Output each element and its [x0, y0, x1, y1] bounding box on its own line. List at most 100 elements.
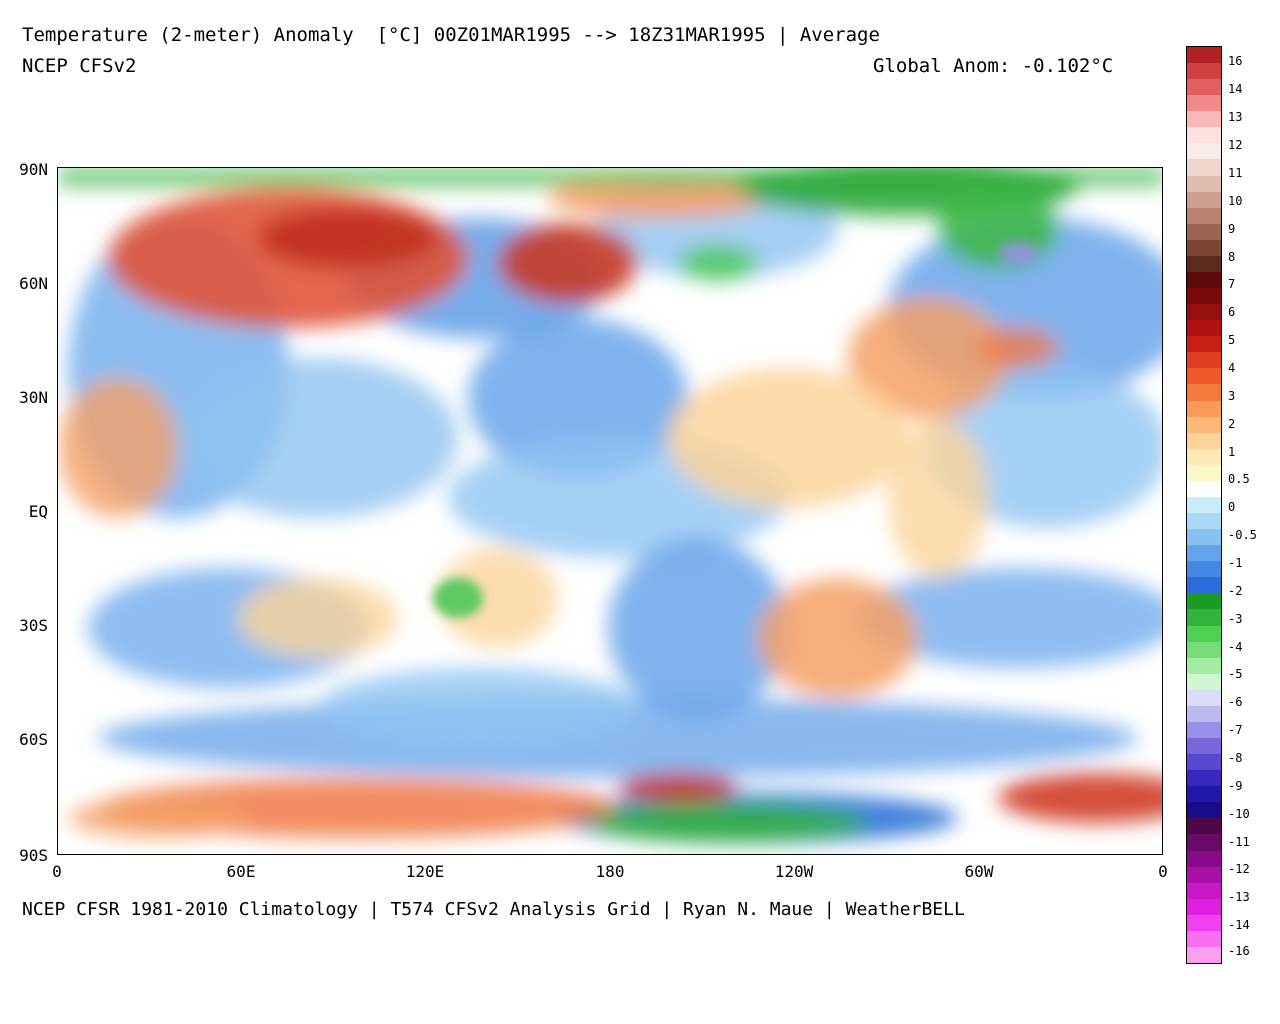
anomaly-map: [57, 167, 1163, 855]
footer-credits: NCEP CFSR 1981-2010 Climatology | T574 C…: [22, 899, 965, 920]
legend-label: 1: [1228, 445, 1236, 459]
legend-swatch: [1187, 866, 1221, 884]
legend-swatch: [1187, 480, 1221, 498]
legend-swatch: [1187, 786, 1221, 803]
legend-swatch: [1187, 561, 1221, 578]
legend-swatch: [1187, 529, 1221, 546]
legend-label: 6: [1228, 305, 1236, 319]
legend-swatch: [1187, 834, 1221, 851]
legend-label: -7: [1228, 723, 1243, 737]
legend-swatch: [1187, 898, 1221, 916]
legend-swatch: [1187, 513, 1221, 530]
legend-swatch: [1187, 641, 1221, 659]
legend-swatch: [1187, 159, 1221, 177]
legend-label: 14: [1228, 82, 1243, 96]
legend-swatch: [1187, 175, 1221, 193]
legend-swatch: [1187, 754, 1221, 771]
legend-swatch: [1187, 657, 1221, 675]
legend-label: 11: [1228, 166, 1243, 180]
legend-swatch: [1187, 593, 1221, 610]
lat-tick-30s: 30S: [19, 616, 48, 635]
legend-swatch: [1187, 95, 1221, 112]
legend-swatch: [1187, 384, 1221, 402]
legend-swatch: [1187, 255, 1221, 273]
legend-label: 10: [1228, 194, 1243, 208]
legend-label: -1: [1228, 556, 1243, 570]
legend-label: -0.5: [1228, 528, 1257, 542]
global-anomaly-label: Global Anom: -0.102°C: [873, 55, 1114, 77]
legend-swatch: [1187, 63, 1221, 80]
legend-label: 9: [1228, 222, 1236, 236]
lat-tick-eq: EQ: [28, 502, 48, 521]
legend-label: 7: [1228, 277, 1236, 291]
legend-label: -16: [1228, 944, 1250, 958]
legend-swatch: [1187, 336, 1221, 353]
lon-tick-60e: 60E: [226, 862, 256, 881]
legend-swatch: [1187, 464, 1221, 482]
legend-swatch: [1187, 448, 1221, 466]
lat-tick-60s: 60S: [19, 730, 48, 749]
map-title: Temperature (2-meter) Anomaly [°C] 00Z01…: [22, 24, 880, 46]
legend-swatch: [1187, 368, 1221, 385]
legend-label: -9: [1228, 779, 1243, 793]
legend-label: 2: [1228, 417, 1236, 431]
legend-label: -5: [1228, 667, 1243, 681]
legend-swatch: [1187, 320, 1221, 337]
legend-label: -2: [1228, 584, 1243, 598]
legend-label: -6: [1228, 695, 1243, 709]
legend-swatch: [1187, 304, 1221, 321]
lat-tick-60n: 60N: [19, 274, 48, 293]
legend-swatch: [1187, 609, 1221, 627]
legend-swatch: [1187, 850, 1221, 868]
legend-swatch: [1187, 673, 1221, 691]
legend-label: -11: [1228, 835, 1250, 849]
legend-swatch: [1187, 705, 1221, 723]
lat-tick-90n: 90N: [19, 160, 48, 179]
legend-label: 16: [1228, 54, 1243, 68]
legend-swatch: [1187, 432, 1221, 450]
legend-swatch: [1187, 914, 1221, 932]
lat-tick-30n: 30N: [19, 388, 48, 407]
legend-label: 12: [1228, 138, 1243, 152]
legend-swatch: [1187, 239, 1221, 257]
legend-swatch: [1187, 111, 1221, 128]
model-label: NCEP CFSv2: [22, 55, 137, 77]
color-scale-legend: [1186, 46, 1222, 964]
anomaly-field: [58, 168, 1162, 854]
legend-swatch: [1187, 882, 1221, 900]
legend-swatch: [1187, 689, 1221, 707]
legend-label: 5: [1228, 333, 1236, 347]
legend-swatch: [1187, 802, 1221, 819]
legend-label: 0.5: [1228, 472, 1250, 486]
legend-swatch: [1187, 625, 1221, 643]
legend-swatch: [1187, 271, 1221, 289]
legend-label: -3: [1228, 612, 1243, 626]
legend-swatch: [1187, 127, 1221, 144]
legend-label: 13: [1228, 110, 1243, 124]
legend-label: -8: [1228, 751, 1243, 765]
legend-swatch: [1187, 47, 1221, 64]
legend-swatch: [1187, 191, 1221, 209]
legend-swatch: [1187, 496, 1221, 514]
lon-tick-120e: 120E: [405, 862, 445, 881]
legend-label: 8: [1228, 250, 1236, 264]
legend-swatch: [1187, 818, 1221, 835]
legend-label: -10: [1228, 807, 1250, 821]
legend-label: 0: [1228, 500, 1236, 514]
legend-swatch: [1187, 545, 1221, 562]
legend-label: 4: [1228, 361, 1236, 375]
lon-tick-180: 180: [595, 862, 625, 881]
lon-tick-0: 0: [52, 862, 62, 881]
legend-swatch: [1187, 207, 1221, 225]
legend-swatch: [1187, 352, 1221, 369]
lat-tick-90s: 90S: [19, 846, 48, 865]
legend-swatch: [1187, 738, 1221, 755]
legend-swatch: [1187, 721, 1221, 739]
legend-label: -12: [1228, 862, 1250, 876]
legend-swatch: [1187, 770, 1221, 787]
legend-swatch: [1187, 143, 1221, 160]
legend-swatch: [1187, 577, 1221, 594]
legend-label: -13: [1228, 890, 1250, 904]
legend-swatch: [1187, 223, 1221, 241]
legend-label: -14: [1228, 918, 1250, 932]
